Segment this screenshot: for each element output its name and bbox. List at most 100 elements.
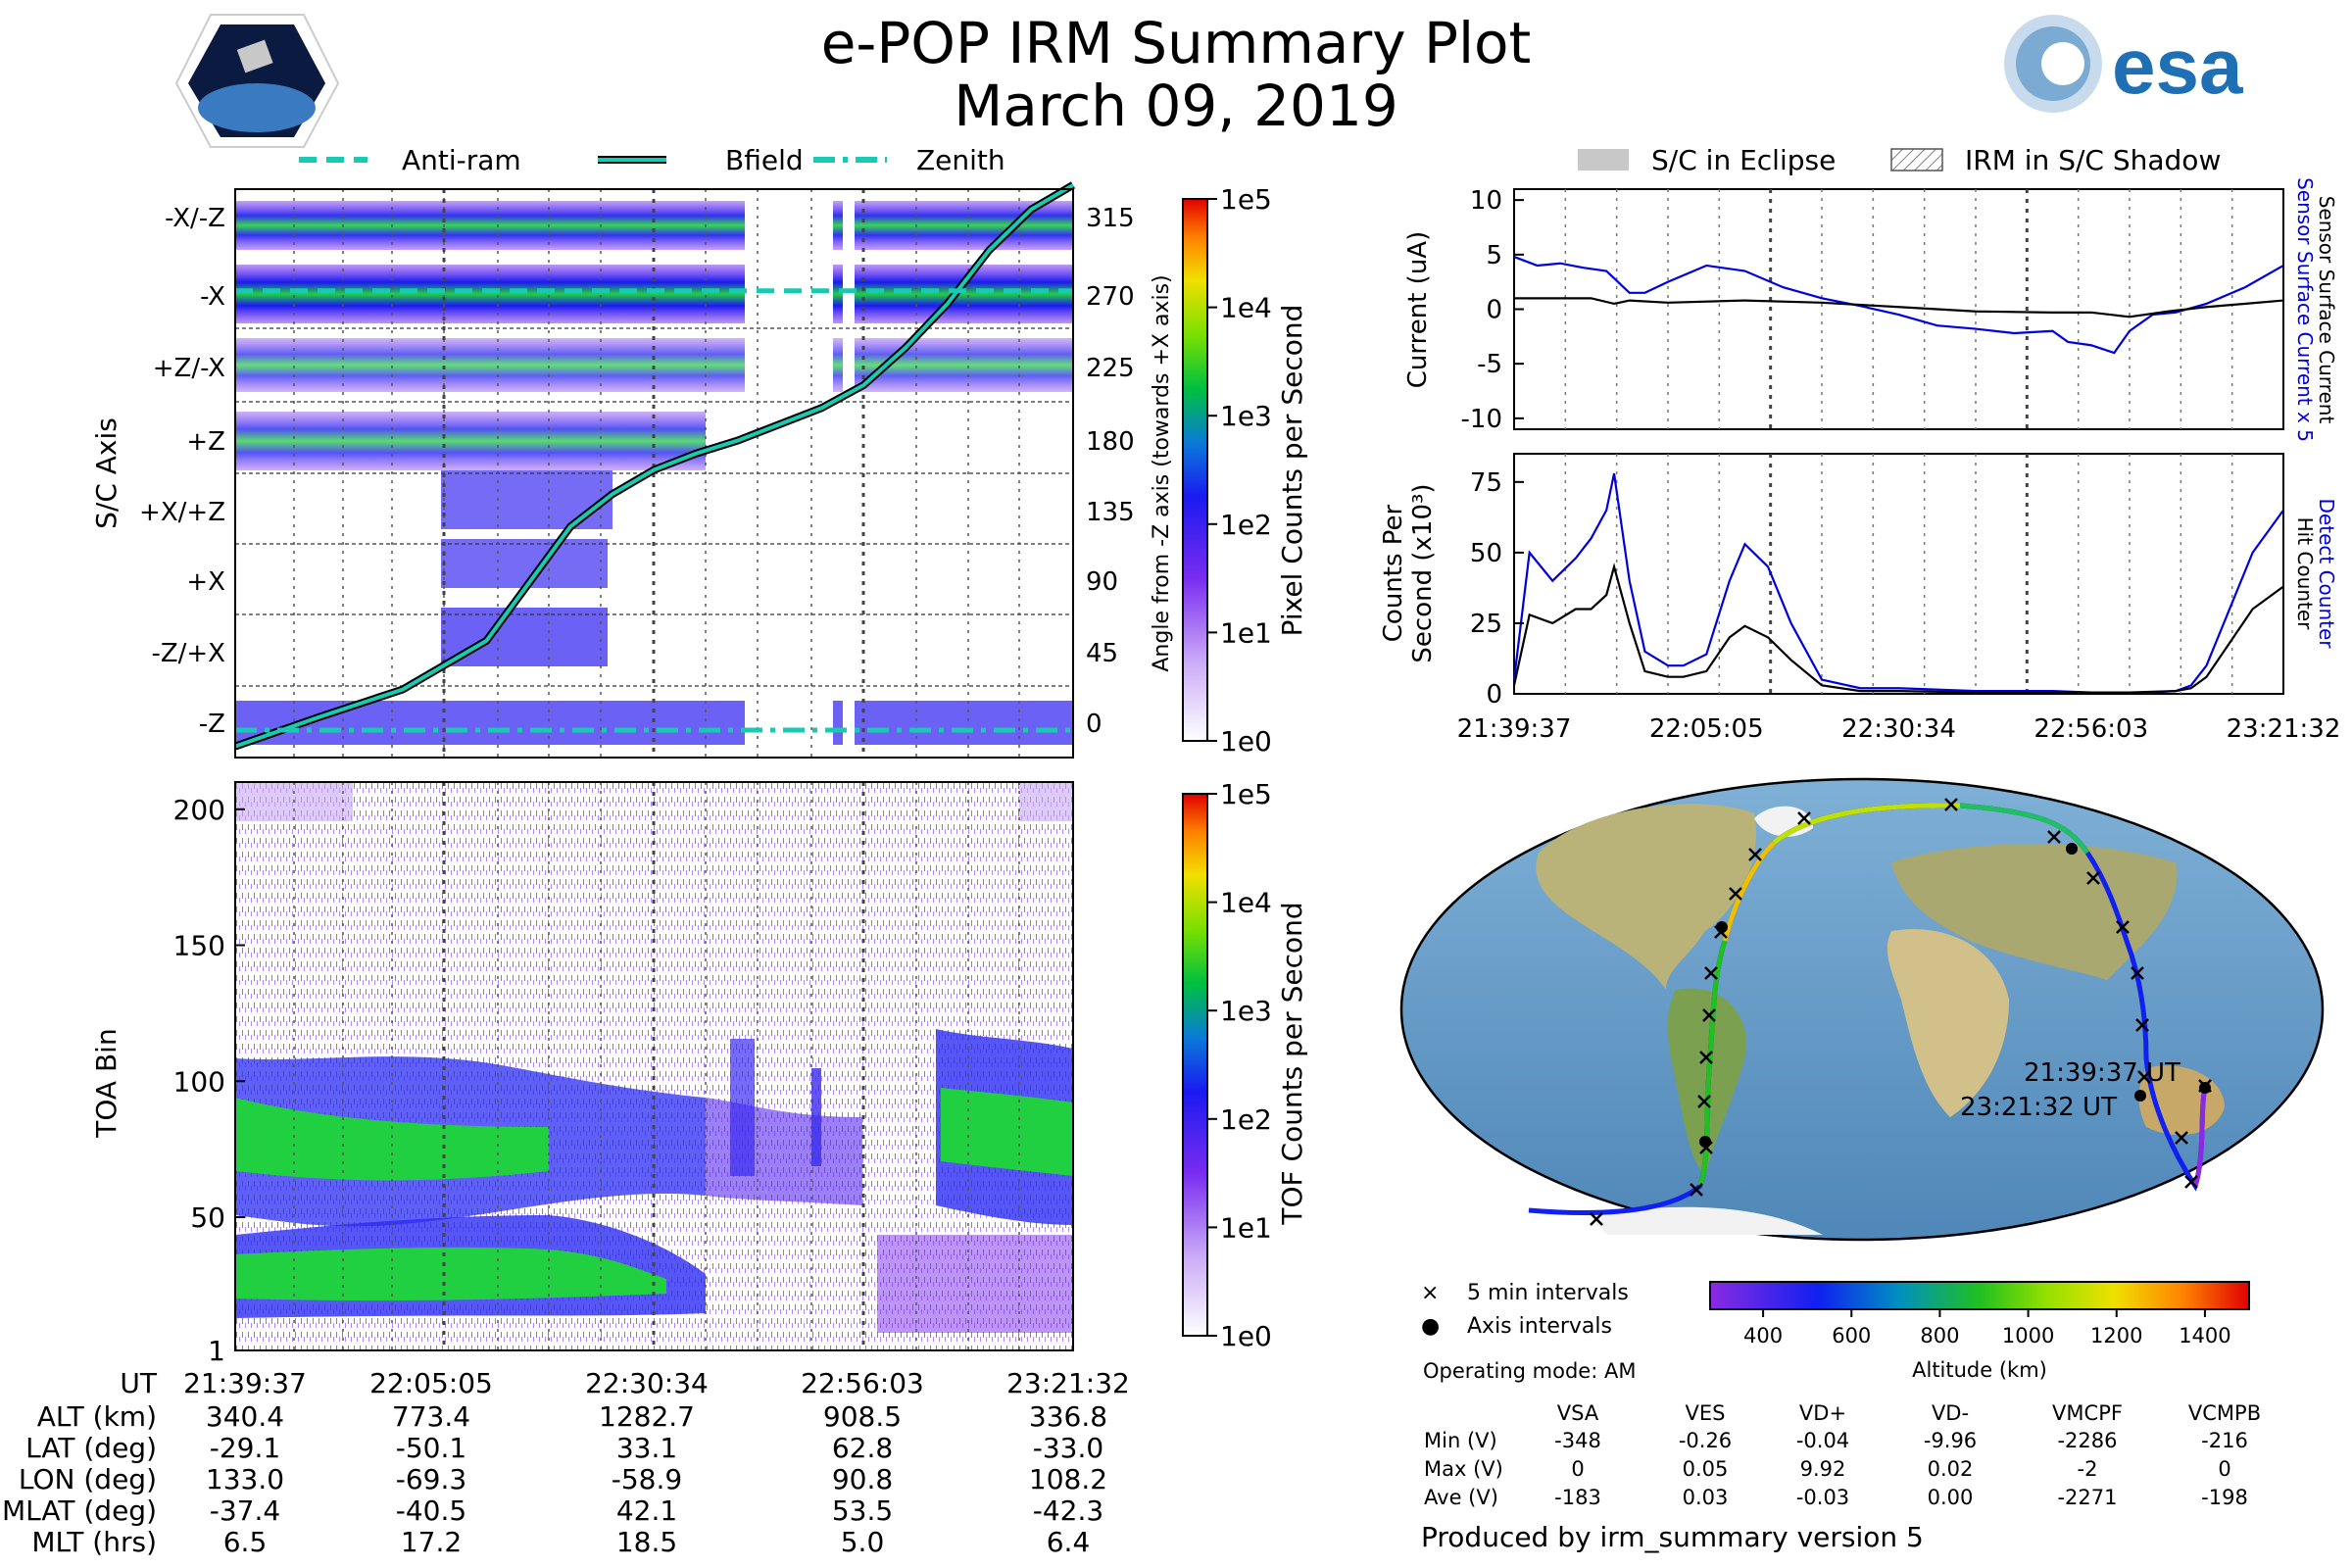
altitude-tick-label: 600 <box>1832 1324 1871 1348</box>
legend-dot-label: Axis intervals <box>1467 1314 1612 1339</box>
pixel-spectrogram-panel <box>233 181 1076 759</box>
voltage-row-cell: 9.92 <box>1799 1457 1846 1481</box>
params-header-row-cell: 22:05:05 <box>369 1367 493 1399</box>
x-tick-label: 22:56:03 <box>2034 714 2148 744</box>
pixel-angle-tick: 270 <box>1086 282 1135 312</box>
counts-right-label-blue: Detect Counter <box>2315 499 2338 650</box>
params-row-cell: 5.0 <box>840 1526 885 1558</box>
legend-bfield-label: Bfield <box>725 144 804 176</box>
colorbar-tick-label: 1e1 <box>1220 616 1272 649</box>
pixel-angle-tick: 0 <box>1086 710 1102 739</box>
params-row-cell: 133.0 <box>205 1463 285 1495</box>
current-panel <box>1513 188 2284 430</box>
y-tick-label: 75 <box>1470 468 1502 498</box>
params-row-cell: -40.5 <box>395 1494 467 1527</box>
colorbar-tick-label: 1e2 <box>1220 509 1272 541</box>
params-row: MLAT (deg) -37.4 -40.5 42.1 53.5 -42.3 <box>0 1494 1127 1527</box>
params-header-row-cell: 22:30:34 <box>585 1367 709 1399</box>
legend-cross-symbol: × <box>1421 1281 1439 1305</box>
pixel-y-tick: -Z/+X <box>151 639 225 668</box>
voltage-row-cell: 0.02 <box>1927 1457 1974 1481</box>
voltage-header-row-cell: VES <box>1685 1401 1726 1425</box>
map-end-label: 23:21:32 UT <box>1960 1093 2117 1122</box>
pixel-y-tick: +Z/-X <box>153 354 225 383</box>
params-row-cell: 6.5 <box>222 1526 268 1558</box>
voltage-row: Ave (V) -183 0.03 -0.03 0.00 -2271 -198 <box>1421 1486 2303 1513</box>
pixel-y-tick: -Z <box>199 710 225 739</box>
tof-y-tick-label: 100 <box>173 1065 225 1098</box>
y-tick-label: 25 <box>1470 610 1502 639</box>
legend-shadow-swatch <box>1890 148 1943 172</box>
voltage-header-row-cell: VMCPF <box>2052 1401 2123 1425</box>
eclipse-legend: S/C in Eclipse IRM in S/C Shadow <box>1578 144 2221 176</box>
cassiope-logo <box>174 14 340 148</box>
pixel-angle-tick: 225 <box>1086 354 1135 383</box>
tof-colorbar-label: TOF Counts per Second <box>1276 902 1308 1225</box>
series-line-1 <box>1512 563 2284 694</box>
pixel-colorbar-label: Pixel Counts per Second <box>1276 305 1308 637</box>
legend-dot-symbol: ● <box>1421 1314 1440 1339</box>
params-row-cell: LAT (deg) <box>25 1432 157 1464</box>
params-row-cell: -42.3 <box>1032 1494 1104 1527</box>
voltage-row-cell: -0.26 <box>1678 1429 1733 1452</box>
voltage-row-cell: Max (V) <box>1424 1457 1503 1481</box>
tof-colorbar: 1e5 1e4 1e3 1e2 1e1 1e0 TOF Counts per Second <box>1182 778 1308 1352</box>
orbit-map: 21:39:37 UT 23:21:32 UT <box>1399 777 2325 1242</box>
params-header-row-cell: 22:56:03 <box>801 1367 924 1399</box>
altitude-colorbar: 400 600 800 1000 1200 1400 Altitude (km) <box>1709 1281 2250 1382</box>
params-row-cell: 53.5 <box>831 1494 894 1527</box>
altitude-tick-label: 800 <box>1920 1324 1959 1348</box>
pixel-angle-tick: 45 <box>1086 639 1118 668</box>
voltage-row: Max (V) 0 0.05 9.92 0.02 -2 0 <box>1421 1457 2303 1485</box>
trace-legend: Anti-ram Bfield Zenith <box>299 144 1005 176</box>
params-header-row-cell: UT <box>120 1367 157 1399</box>
counts-panel <box>1512 453 2284 695</box>
voltage-row-cell: -216 <box>2201 1429 2248 1452</box>
pixel-ylabel-right: Angle from -Z axis (towards +X axis) <box>1150 274 1174 671</box>
y-tick-label: 0 <box>1486 680 1502 710</box>
voltage-row-cell: -198 <box>2201 1486 2248 1509</box>
esa-logo-text: esa <box>2112 23 2243 110</box>
params-row-cell: 773.4 <box>391 1400 471 1433</box>
params-row-cell: 108.2 <box>1028 1463 1108 1495</box>
pixel-y-tick: +Z <box>186 427 225 457</box>
params-row-cell: MLT (hrs) <box>31 1526 157 1558</box>
voltage-row-cell: -0.04 <box>1795 1429 1850 1452</box>
pixel-angle-tick: 135 <box>1086 498 1135 527</box>
params-row-cell: 340.4 <box>205 1400 285 1433</box>
voltage-row-cell: 0.03 <box>1682 1486 1729 1509</box>
x-tick-label: 22:30:34 <box>1841 714 1956 744</box>
voltage-row-cell: -2 <box>2077 1457 2098 1481</box>
x-tick-label: 23:21:32 <box>2227 714 2341 744</box>
x-tick-label: 22:05:05 <box>1649 714 1764 744</box>
params-row-cell: 90.8 <box>831 1463 894 1495</box>
current-y-tick-labels: 10 5 0 -5 -10 <box>1461 186 1524 434</box>
tof-y-tick-label: 150 <box>173 930 225 962</box>
counts-x-tick-labels: 21:39:37 22:05:05 22:30:34 22:56:03 23:21:32 <box>1457 714 2341 744</box>
params-row-cell: 62.8 <box>831 1432 894 1464</box>
counts-y-tick-labels: 75 50 25 0 <box>1470 468 1524 710</box>
series-line-0 <box>1513 256 2284 355</box>
map-legend: × 5 min intervals ● Axis intervals Opera… <box>1421 1281 1636 1383</box>
series-line-1 <box>1514 297 2284 318</box>
tof-ylabel: TOA Bin <box>90 1028 122 1138</box>
pixel-trace-lines <box>233 181 1076 751</box>
eurasia <box>1891 844 2178 980</box>
current-right-label-black: Sensor Surface Current <box>2315 196 2338 424</box>
y-tick-label: -5 <box>1477 350 1502 379</box>
bfield-line <box>234 183 1075 749</box>
current-ylabel: Current (uA) <box>1403 231 1433 388</box>
pixel-y-tick: -X <box>200 282 225 312</box>
voltage-row-cell: -183 <box>1554 1486 1601 1509</box>
current-right-label-blue: Sensor Surface Current x 5 <box>2293 177 2317 442</box>
page-subtitle-date: March 09, 2019 <box>954 73 1398 139</box>
params-row: LAT (deg) -29.1 -50.1 33.1 62.8 -33.0 <box>0 1432 1127 1464</box>
pixel-y-tick: -X/-Z <box>165 204 225 233</box>
voltage-header-row-cell: VD+ <box>1798 1401 1847 1425</box>
legend-eclipse-label: S/C in Eclipse <box>1651 144 1836 176</box>
colorbar-tick-label: 1e0 <box>1220 725 1272 758</box>
tof-y-tick-label: 1 <box>208 1335 225 1367</box>
africa <box>1886 929 2009 1117</box>
